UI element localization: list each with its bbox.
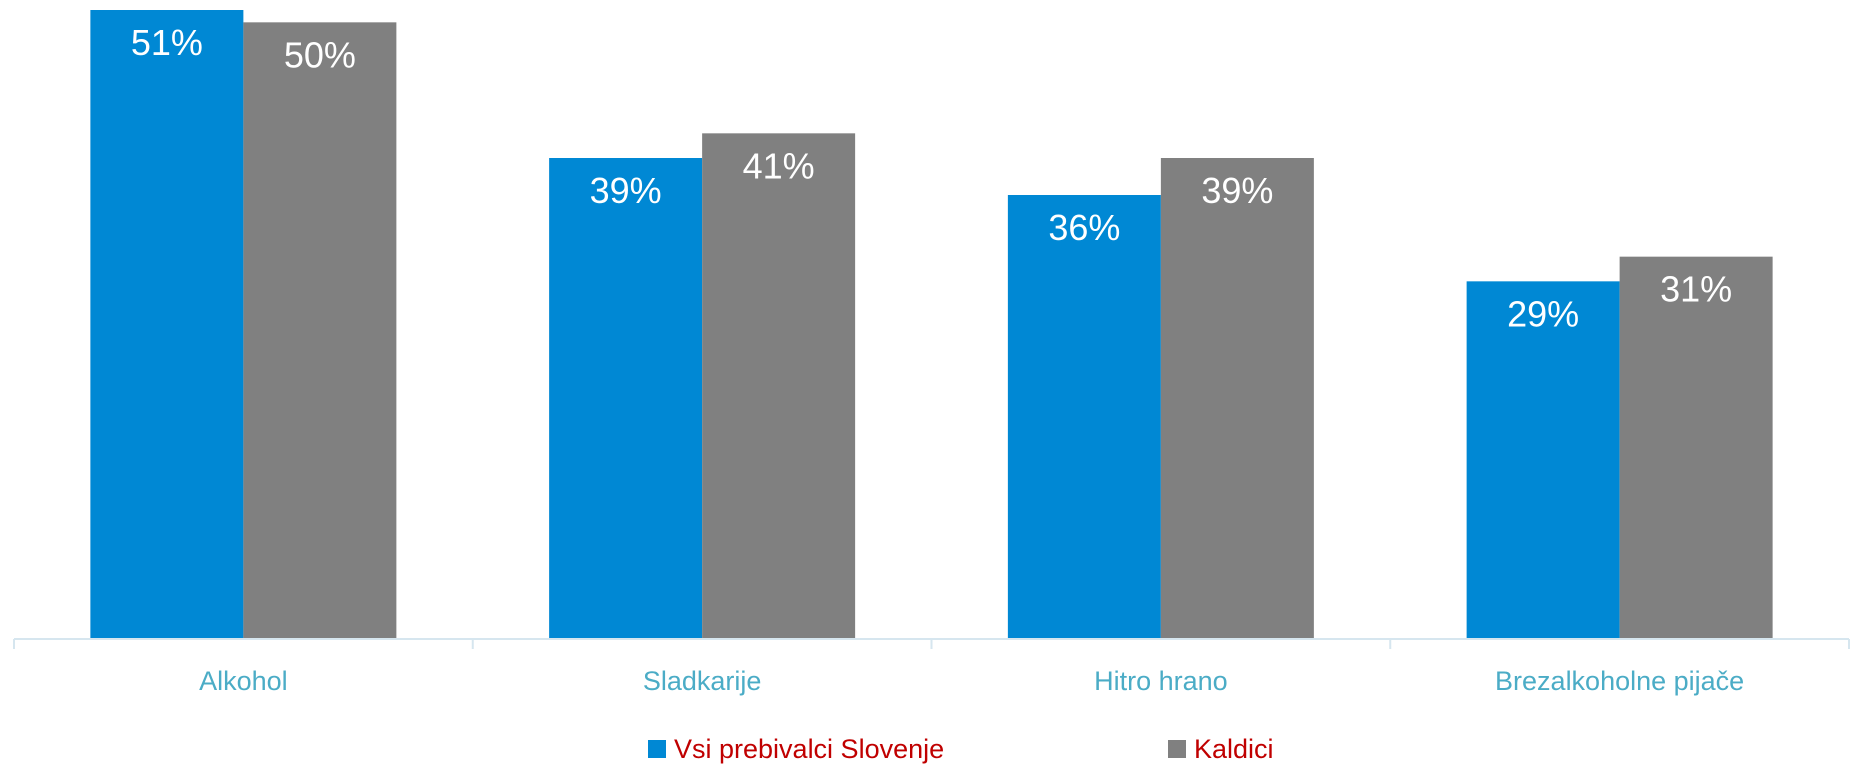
bar-series2-2 [1160,158,1314,639]
bar-series2-0 [243,22,397,640]
bar-series2-1 [702,133,856,640]
x-tick-label: Brezalkoholne pijače [1495,666,1744,696]
bar-series1-3 [1466,281,1620,639]
data-label: 50% [284,34,356,75]
bar-series1-0 [90,10,244,639]
x-tick-label: Hitro hrano [1094,666,1228,696]
bar-series2-3 [1619,256,1773,639]
data-label: 36% [1048,207,1120,248]
bar-series1-1 [549,158,703,639]
legend-label: Vsi prebivalci Slovenje [674,734,944,764]
data-label: 39% [1201,170,1273,211]
legend-label: Kaldici [1194,734,1274,764]
plot-area: 51% 50% 39% 41% 36% 39% 29% 31% [90,10,1773,640]
x-tick-label: Sladkarije [643,666,762,696]
bar-series1-2 [1007,195,1161,639]
data-label: 41% [743,145,815,186]
data-label: 29% [1507,293,1579,334]
legend: Vsi prebivalci Slovenje Kaldici [648,734,1274,764]
data-label: 51% [131,22,203,63]
legend-swatch [1168,740,1186,758]
data-label: 39% [590,170,662,211]
legend-swatch [648,740,666,758]
x-axis: Alkohol Sladkarije Hitro hrano Brezalkoholn… [13,638,1850,696]
x-tick-label: Alkohol [199,666,288,696]
data-label: 31% [1660,269,1732,310]
